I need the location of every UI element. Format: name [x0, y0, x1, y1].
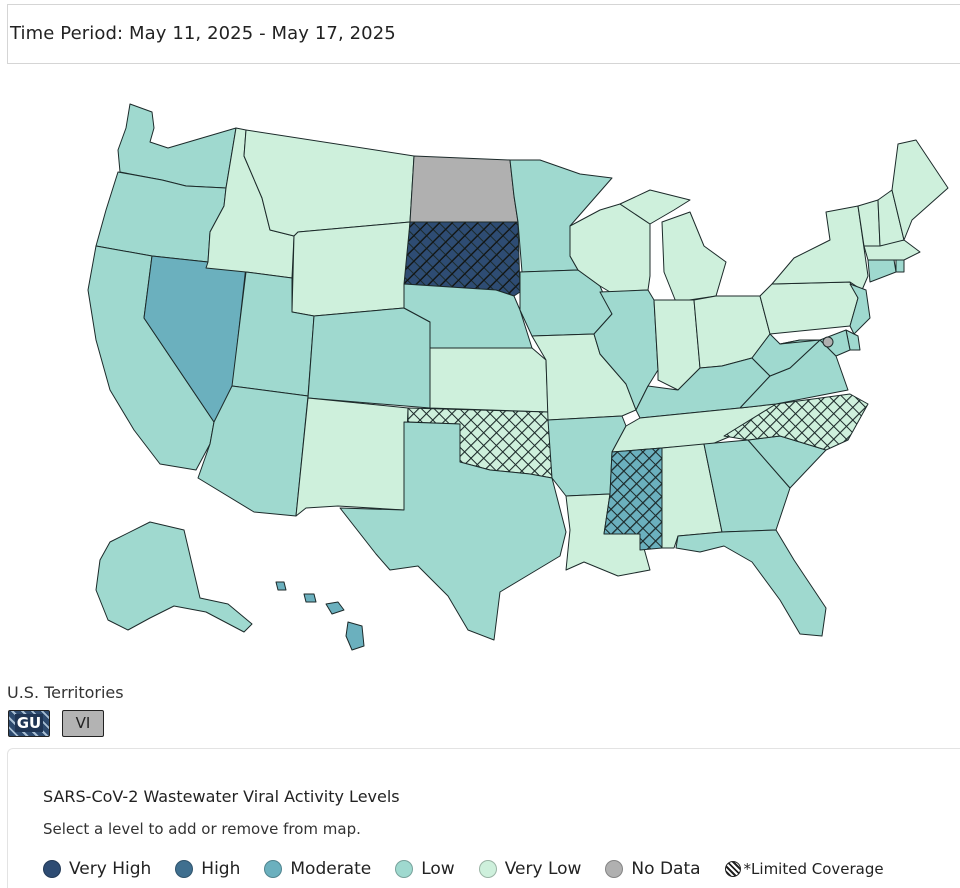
legend-item-moderate[interactable]: Moderate — [264, 859, 371, 879]
legend-item-low[interactable]: Low — [395, 859, 455, 879]
legend-items: Very High High Moderate Low Very Low No … — [43, 859, 908, 879]
legend-swatch-high — [175, 860, 194, 878]
legend-subtitle: Select a level to add or remove from map… — [43, 820, 361, 838]
state-KS[interactable] — [429, 347, 549, 413]
state-NY[interactable] — [771, 205, 869, 291]
state-TX[interactable] — [339, 421, 567, 641]
legend-swatch-moderate — [264, 860, 283, 878]
state-HI-oahu[interactable] — [303, 593, 317, 603]
legend-item-very-low[interactable]: Very Low — [478, 859, 582, 879]
legend-item-limited-coverage[interactable]: *Limited Coverage — [724, 860, 884, 878]
legend-label-limited-coverage: *Limited Coverage — [743, 860, 884, 878]
legend-label-no-data: No Data — [631, 859, 701, 879]
hatch-pattern-icon — [724, 861, 741, 877]
legend-label-very-high: Very High — [69, 859, 152, 879]
state-GA[interactable] — [703, 439, 791, 533]
legend-swatch-very-low — [478, 860, 497, 878]
legend-swatch-no-data — [605, 860, 624, 878]
territory-gu-button[interactable]: GU — [8, 710, 50, 737]
state-CT[interactable] — [867, 259, 897, 283]
state-ME[interactable] — [891, 139, 949, 241]
state-HI-maui[interactable] — [325, 601, 345, 615]
legend-swatch-very-high — [43, 860, 61, 878]
state-NM[interactable] — [295, 397, 409, 517]
state-FL[interactable] — [675, 529, 827, 637]
legend-swatch-low — [395, 860, 414, 878]
legend-label-high: High — [201, 859, 241, 879]
state-NC[interactable] — [723, 393, 869, 451]
legend-title: SARS-CoV-2 Wastewater Viral Activity Lev… — [43, 787, 400, 806]
state-AK[interactable] — [95, 521, 253, 633]
legend-label-very-low: Very Low — [504, 859, 582, 879]
state-ND[interactable] — [409, 155, 519, 223]
state-MI[interactable] — [661, 211, 727, 303]
time-period-label: Time Period: May 11, 2025 - May 17, 2025 — [10, 23, 396, 44]
state-RI[interactable] — [895, 259, 905, 273]
state-MT[interactable] — [243, 129, 415, 237]
state-CO[interactable] — [307, 307, 431, 409]
legend-item-no-data[interactable]: No Data — [605, 859, 701, 879]
territories-label: U.S. Territories — [7, 683, 124, 702]
state-HI-kauai[interactable] — [275, 581, 287, 591]
state-DC[interactable] — [822, 336, 834, 348]
time-period-box: Time Period: May 11, 2025 - May 17, 2025 — [7, 4, 960, 64]
us-wastewater-map — [87, 103, 949, 651]
state-WY[interactable] — [291, 221, 411, 317]
territory-vi-button[interactable]: VI — [62, 710, 104, 737]
state-PA[interactable] — [759, 281, 859, 335]
legend-label-moderate: Moderate — [290, 859, 372, 879]
legend-panel: SARS-CoV-2 Wastewater Viral Activity Lev… — [7, 748, 960, 888]
state-HI[interactable] — [345, 621, 365, 651]
legend-label-low: Low — [421, 859, 455, 879]
state-MI-UP[interactable] — [619, 189, 691, 225]
legend-item-very-high[interactable]: Very High — [43, 859, 151, 879]
legend-item-high[interactable]: High — [175, 859, 240, 879]
